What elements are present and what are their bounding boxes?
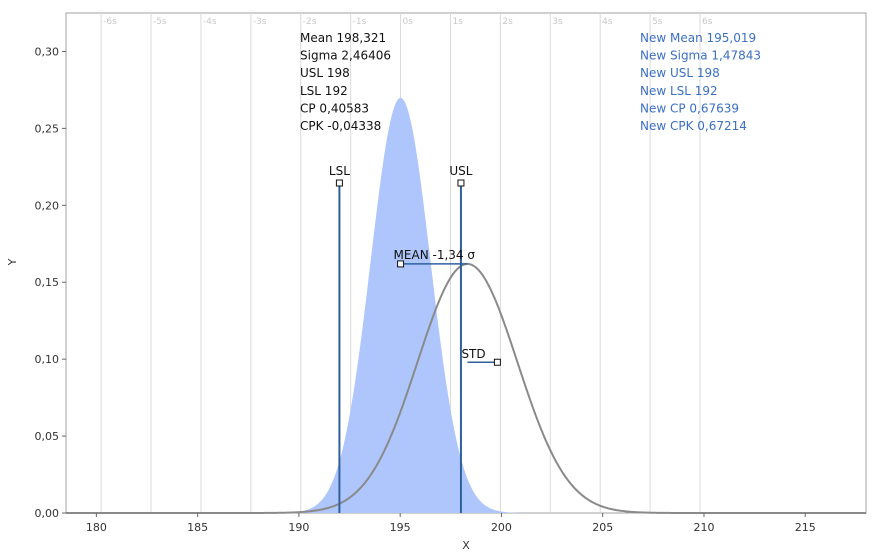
sigma-tick-label: 5s — [652, 17, 663, 27]
stat-current-line: Mean 198,321 — [300, 31, 386, 45]
std-handle-label: STD — [461, 347, 485, 361]
stat-new-line: New Sigma 1,47843 — [640, 49, 761, 63]
stat-new-line: New CP 0,67639 — [640, 101, 739, 115]
limit-label-usl: USL — [449, 164, 472, 178]
x-axis-ticks: 180 185 190 195 200 205 210 215 — [86, 513, 816, 534]
handles[interactable]: MEAN -1,34 σ STD — [394, 248, 501, 366]
y-tick-label: 0,00 — [35, 507, 60, 520]
stat-new-line: New LSL 192 — [640, 84, 718, 98]
stat-new-line: New USL 198 — [640, 66, 720, 80]
stat-current-line: CPK -0,04338 — [300, 119, 381, 133]
sigma-tick-label: -1s — [353, 17, 367, 27]
x-tick-label: 200 — [491, 521, 512, 534]
x-axis-title: X — [462, 539, 470, 552]
stat-current-line: CP 0,40583 — [300, 101, 369, 115]
y-axis-title: Y — [6, 258, 19, 266]
plot-frame — [65, 12, 867, 514]
y-tick-label: 0,25 — [35, 122, 60, 135]
stat-current-line: Sigma 2,46406 — [300, 49, 391, 63]
spec-limits[interactable]: LSL USL — [329, 164, 473, 513]
y-tick-label: 0,30 — [35, 45, 60, 58]
stat-current-line: USL 198 — [300, 66, 350, 80]
y-tick-label: 0,10 — [35, 353, 60, 366]
x-tick-label: 210 — [693, 521, 714, 534]
x-tick-label: 190 — [288, 521, 309, 534]
sigma-ticks: -6s -5s -4s -3s -2s -1s 0s 1s 2s 3s 4s 5s 6s — [103, 17, 713, 27]
y-tick-label: 0,05 — [35, 430, 60, 443]
sigma-tick-label: -6s — [103, 17, 117, 27]
stats-new: New Mean 195,019 New Sigma 1,47843 New USL… — [640, 31, 761, 133]
x-tick-label: 185 — [187, 521, 208, 534]
sigma-tick-label: 0s — [403, 17, 414, 27]
sigma-tick-label: -4s — [203, 17, 217, 27]
sigma-tick-label: -3s — [253, 17, 267, 27]
y-tick-label: 0,15 — [35, 276, 60, 289]
stat-new-line: New CPK 0,67214 — [640, 119, 747, 133]
stat-new-line: New Mean 195,019 — [640, 31, 756, 45]
sigma-tick-label: 6s — [702, 17, 713, 27]
x-tick-label: 205 — [592, 521, 613, 534]
x-tick-label: 180 — [86, 521, 107, 534]
x-tick-label: 195 — [390, 521, 411, 534]
stats-current: Mean 198,321 Sigma 2,46406 USL 198 LSL 192 C… — [300, 31, 391, 133]
std-handle[interactable] — [493, 358, 501, 366]
mean-handle[interactable] — [397, 260, 405, 268]
limit-handle-usl[interactable] — [457, 179, 465, 187]
sigma-tick-label: 4s — [602, 17, 613, 27]
sigma-tick-label: 3s — [552, 17, 563, 27]
grid-lines — [100, 13, 701, 513]
x-tick-label: 215 — [795, 521, 816, 534]
y-axis-ticks: 0,00 0,05 0,10 0,15 0,20 0,25 0,30 — [35, 45, 66, 520]
sigma-tick-label: 2s — [502, 17, 513, 27]
limit-label-lsl: LSL — [329, 164, 350, 178]
mean-handle-label: MEAN -1,34 σ — [394, 248, 476, 262]
y-tick-label: 0,20 — [35, 199, 60, 212]
limit-handle-lsl[interactable] — [335, 179, 343, 187]
sigma-tick-label: 1s — [452, 17, 463, 27]
stat-current-line: LSL 192 — [300, 84, 348, 98]
sigma-tick-label: -2s — [303, 17, 317, 27]
sigma-tick-label: -5s — [153, 17, 167, 27]
